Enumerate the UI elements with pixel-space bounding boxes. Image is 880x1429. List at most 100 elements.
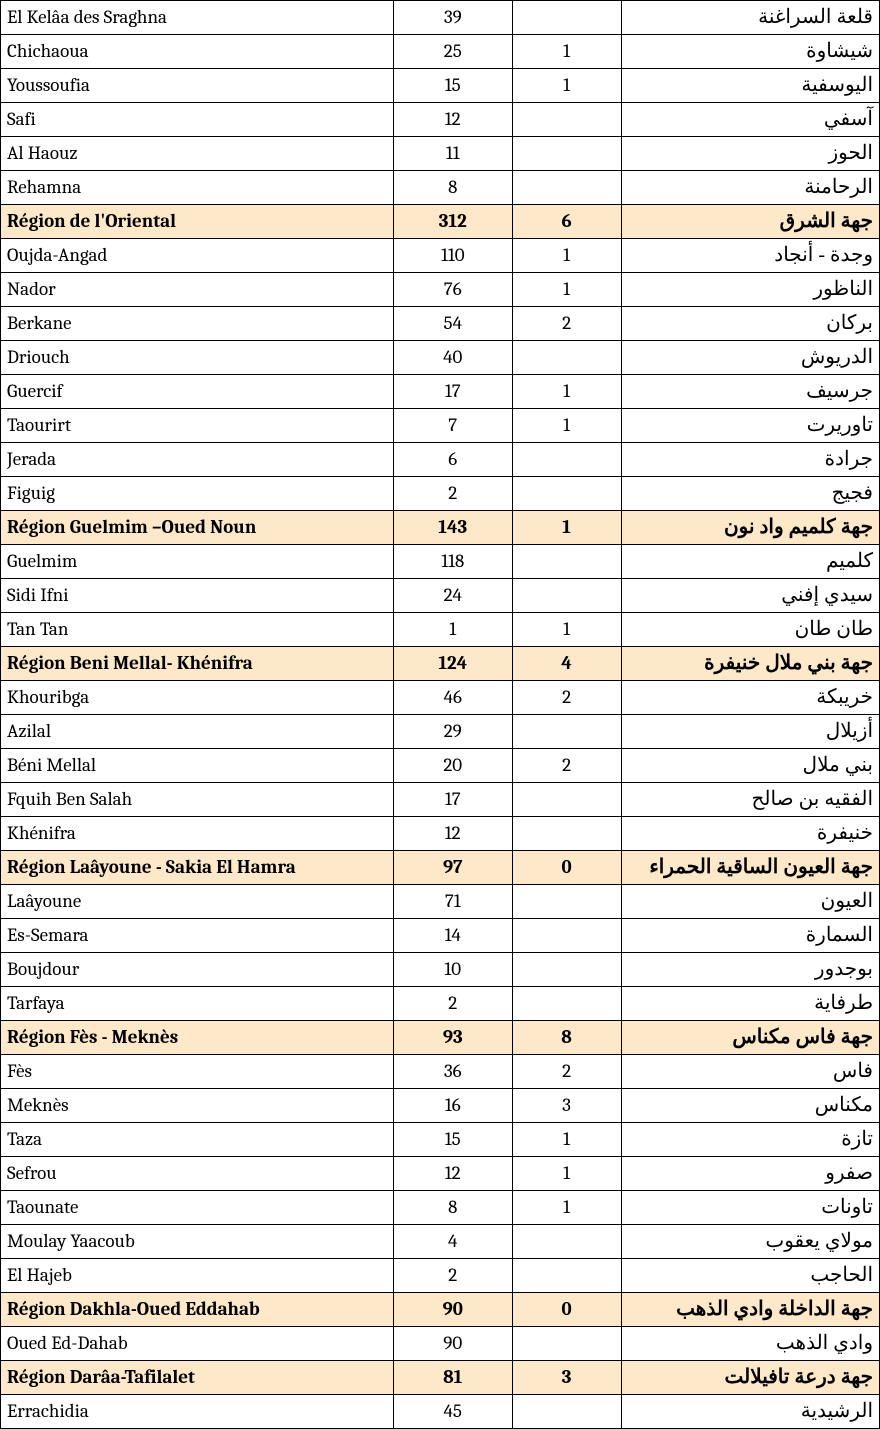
cell-value-1: 15: [393, 69, 512, 103]
cell-name-fr: Meknès: [1, 1089, 394, 1123]
cell-value-1: 90: [393, 1293, 512, 1327]
cell-value-2: 1: [512, 239, 621, 273]
cell-name-ar: مولاي يعقوب: [621, 1225, 879, 1259]
cell-name-ar: جهة الداخلة وادي الذهب: [621, 1293, 879, 1327]
table-row: Figuig2فجيج: [1, 477, 880, 511]
cell-name-ar: بوجدور: [621, 953, 879, 987]
cell-name-fr: Tarfaya: [1, 987, 394, 1021]
cell-name-fr: Al Haouz: [1, 137, 394, 171]
table-row: Guelmim118كلميم: [1, 545, 880, 579]
table-row: Laâyoune71 العيون: [1, 885, 880, 919]
cell-name-ar: صفرو: [621, 1157, 879, 1191]
cell-value-1: 124: [393, 647, 512, 681]
cell-value-1: 8: [393, 1191, 512, 1225]
cell-name-ar: الدريوش: [621, 341, 879, 375]
table-row: Khénifra12خنيفرة: [1, 817, 880, 851]
cell-name-ar: خنيفرة: [621, 817, 879, 851]
table-row: Moulay Yaacoub4 مولاي يعقوب: [1, 1225, 880, 1259]
table-row: Fès362فاس: [1, 1055, 880, 1089]
table-row: Berkane542بركان: [1, 307, 880, 341]
cell-value-1: 40: [393, 341, 512, 375]
cell-name-fr: Boujdour: [1, 953, 394, 987]
table-row: El Hajeb2الحاجب: [1, 1259, 880, 1293]
cell-value-1: 39: [393, 1, 512, 35]
cell-name-fr: Youssoufia: [1, 69, 394, 103]
cell-value-2: 6: [512, 205, 621, 239]
table-row: Khouribga462خريبكة: [1, 681, 880, 715]
cell-name-ar: اليوسفية: [621, 69, 879, 103]
cell-value-1: 36: [393, 1055, 512, 1089]
cell-name-fr: Sefrou: [1, 1157, 394, 1191]
cell-value-2: [512, 1395, 621, 1429]
cell-value-2: 2: [512, 749, 621, 783]
cell-value-2: [512, 103, 621, 137]
cell-name-fr: Guelmim: [1, 545, 394, 579]
cell-name-ar: أزيلال: [621, 715, 879, 749]
cell-name-fr: Région de l'Oriental: [1, 205, 394, 239]
cell-value-2: [512, 783, 621, 817]
table-row: Région Dakhla-Oued Eddahab900جهة الداخلة…: [1, 1293, 880, 1327]
cell-name-ar: جرسيف: [621, 375, 879, 409]
cell-name-ar: خريبكة: [621, 681, 879, 715]
cell-value-2: 1: [512, 1157, 621, 1191]
cell-value-2: 1: [512, 409, 621, 443]
cell-value-1: 93: [393, 1021, 512, 1055]
table-row: Tan Tan11طان طان: [1, 613, 880, 647]
cell-name-ar: جرادة: [621, 443, 879, 477]
cell-value-2: [512, 987, 621, 1021]
cell-name-ar: طرفاية: [621, 987, 879, 1021]
cell-name-ar: بني ملال: [621, 749, 879, 783]
cell-name-fr: Moulay Yaacoub: [1, 1225, 394, 1259]
cell-name-ar: الرشيدية: [621, 1395, 879, 1429]
cell-name-ar: جهة العيون الساقية الحمراء: [621, 851, 879, 885]
cell-name-ar: وجدة - أنجاد: [621, 239, 879, 273]
cell-value-1: 71: [393, 885, 512, 919]
cell-value-1: 11: [393, 137, 512, 171]
table-row: Taourirt71تاوريرت: [1, 409, 880, 443]
table-row: Al Haouz11الحوز: [1, 137, 880, 171]
cell-name-fr: Azilal: [1, 715, 394, 749]
table-row: El Kelâa des Sraghna39قلعة السراغنة: [1, 1, 880, 35]
cell-value-1: 29: [393, 715, 512, 749]
cell-name-fr: Région Fès - Meknès: [1, 1021, 394, 1055]
cell-value-2: [512, 885, 621, 919]
cell-value-2: 3: [512, 1089, 621, 1123]
table-row: Errachidia45الرشيدية: [1, 1395, 880, 1429]
cell-value-2: 3: [512, 1361, 621, 1395]
cell-value-2: [512, 817, 621, 851]
table-row: Oued Ed-Dahab90وادي الذهب: [1, 1327, 880, 1361]
cell-name-ar: مكناس: [621, 1089, 879, 1123]
cell-value-2: 1: [512, 511, 621, 545]
cell-name-fr: Driouch: [1, 341, 394, 375]
cell-value-1: 4: [393, 1225, 512, 1259]
cell-value-2: 1: [512, 69, 621, 103]
cell-value-2: 2: [512, 307, 621, 341]
cell-name-fr: Laâyoune: [1, 885, 394, 919]
cell-name-fr: Nador: [1, 273, 394, 307]
cell-name-ar: السمارة: [621, 919, 879, 953]
table-row: Région Guelmim –Oued Noun1431جهة كلميم و…: [1, 511, 880, 545]
cell-name-ar: كلميم: [621, 545, 879, 579]
cell-value-1: 12: [393, 817, 512, 851]
cell-value-1: 6: [393, 443, 512, 477]
cell-name-fr: Fquih Ben Salah: [1, 783, 394, 817]
cell-value-2: [512, 443, 621, 477]
cell-value-1: 17: [393, 783, 512, 817]
table-row: Taounate81تاونات: [1, 1191, 880, 1225]
cell-name-fr: Taounate: [1, 1191, 394, 1225]
cell-value-1: 24: [393, 579, 512, 613]
cell-value-1: 7: [393, 409, 512, 443]
cell-value-1: 2: [393, 987, 512, 1021]
cell-name-fr: Taourirt: [1, 409, 394, 443]
cell-value-2: [512, 579, 621, 613]
cell-value-2: [512, 171, 621, 205]
cell-name-ar: سيدي إفني: [621, 579, 879, 613]
cell-name-fr: Guercif: [1, 375, 394, 409]
table-row: Azilal29 أزيلال: [1, 715, 880, 749]
table-row: Safi12آسفي: [1, 103, 880, 137]
cell-name-fr: Oued Ed-Dahab: [1, 1327, 394, 1361]
table-row: Béni Mellal202بني ملال: [1, 749, 880, 783]
cell-name-ar: جهة فاس مكناس: [621, 1021, 879, 1055]
cell-name-ar: العيون: [621, 885, 879, 919]
cell-name-ar: جهة كلميم واد نون: [621, 511, 879, 545]
